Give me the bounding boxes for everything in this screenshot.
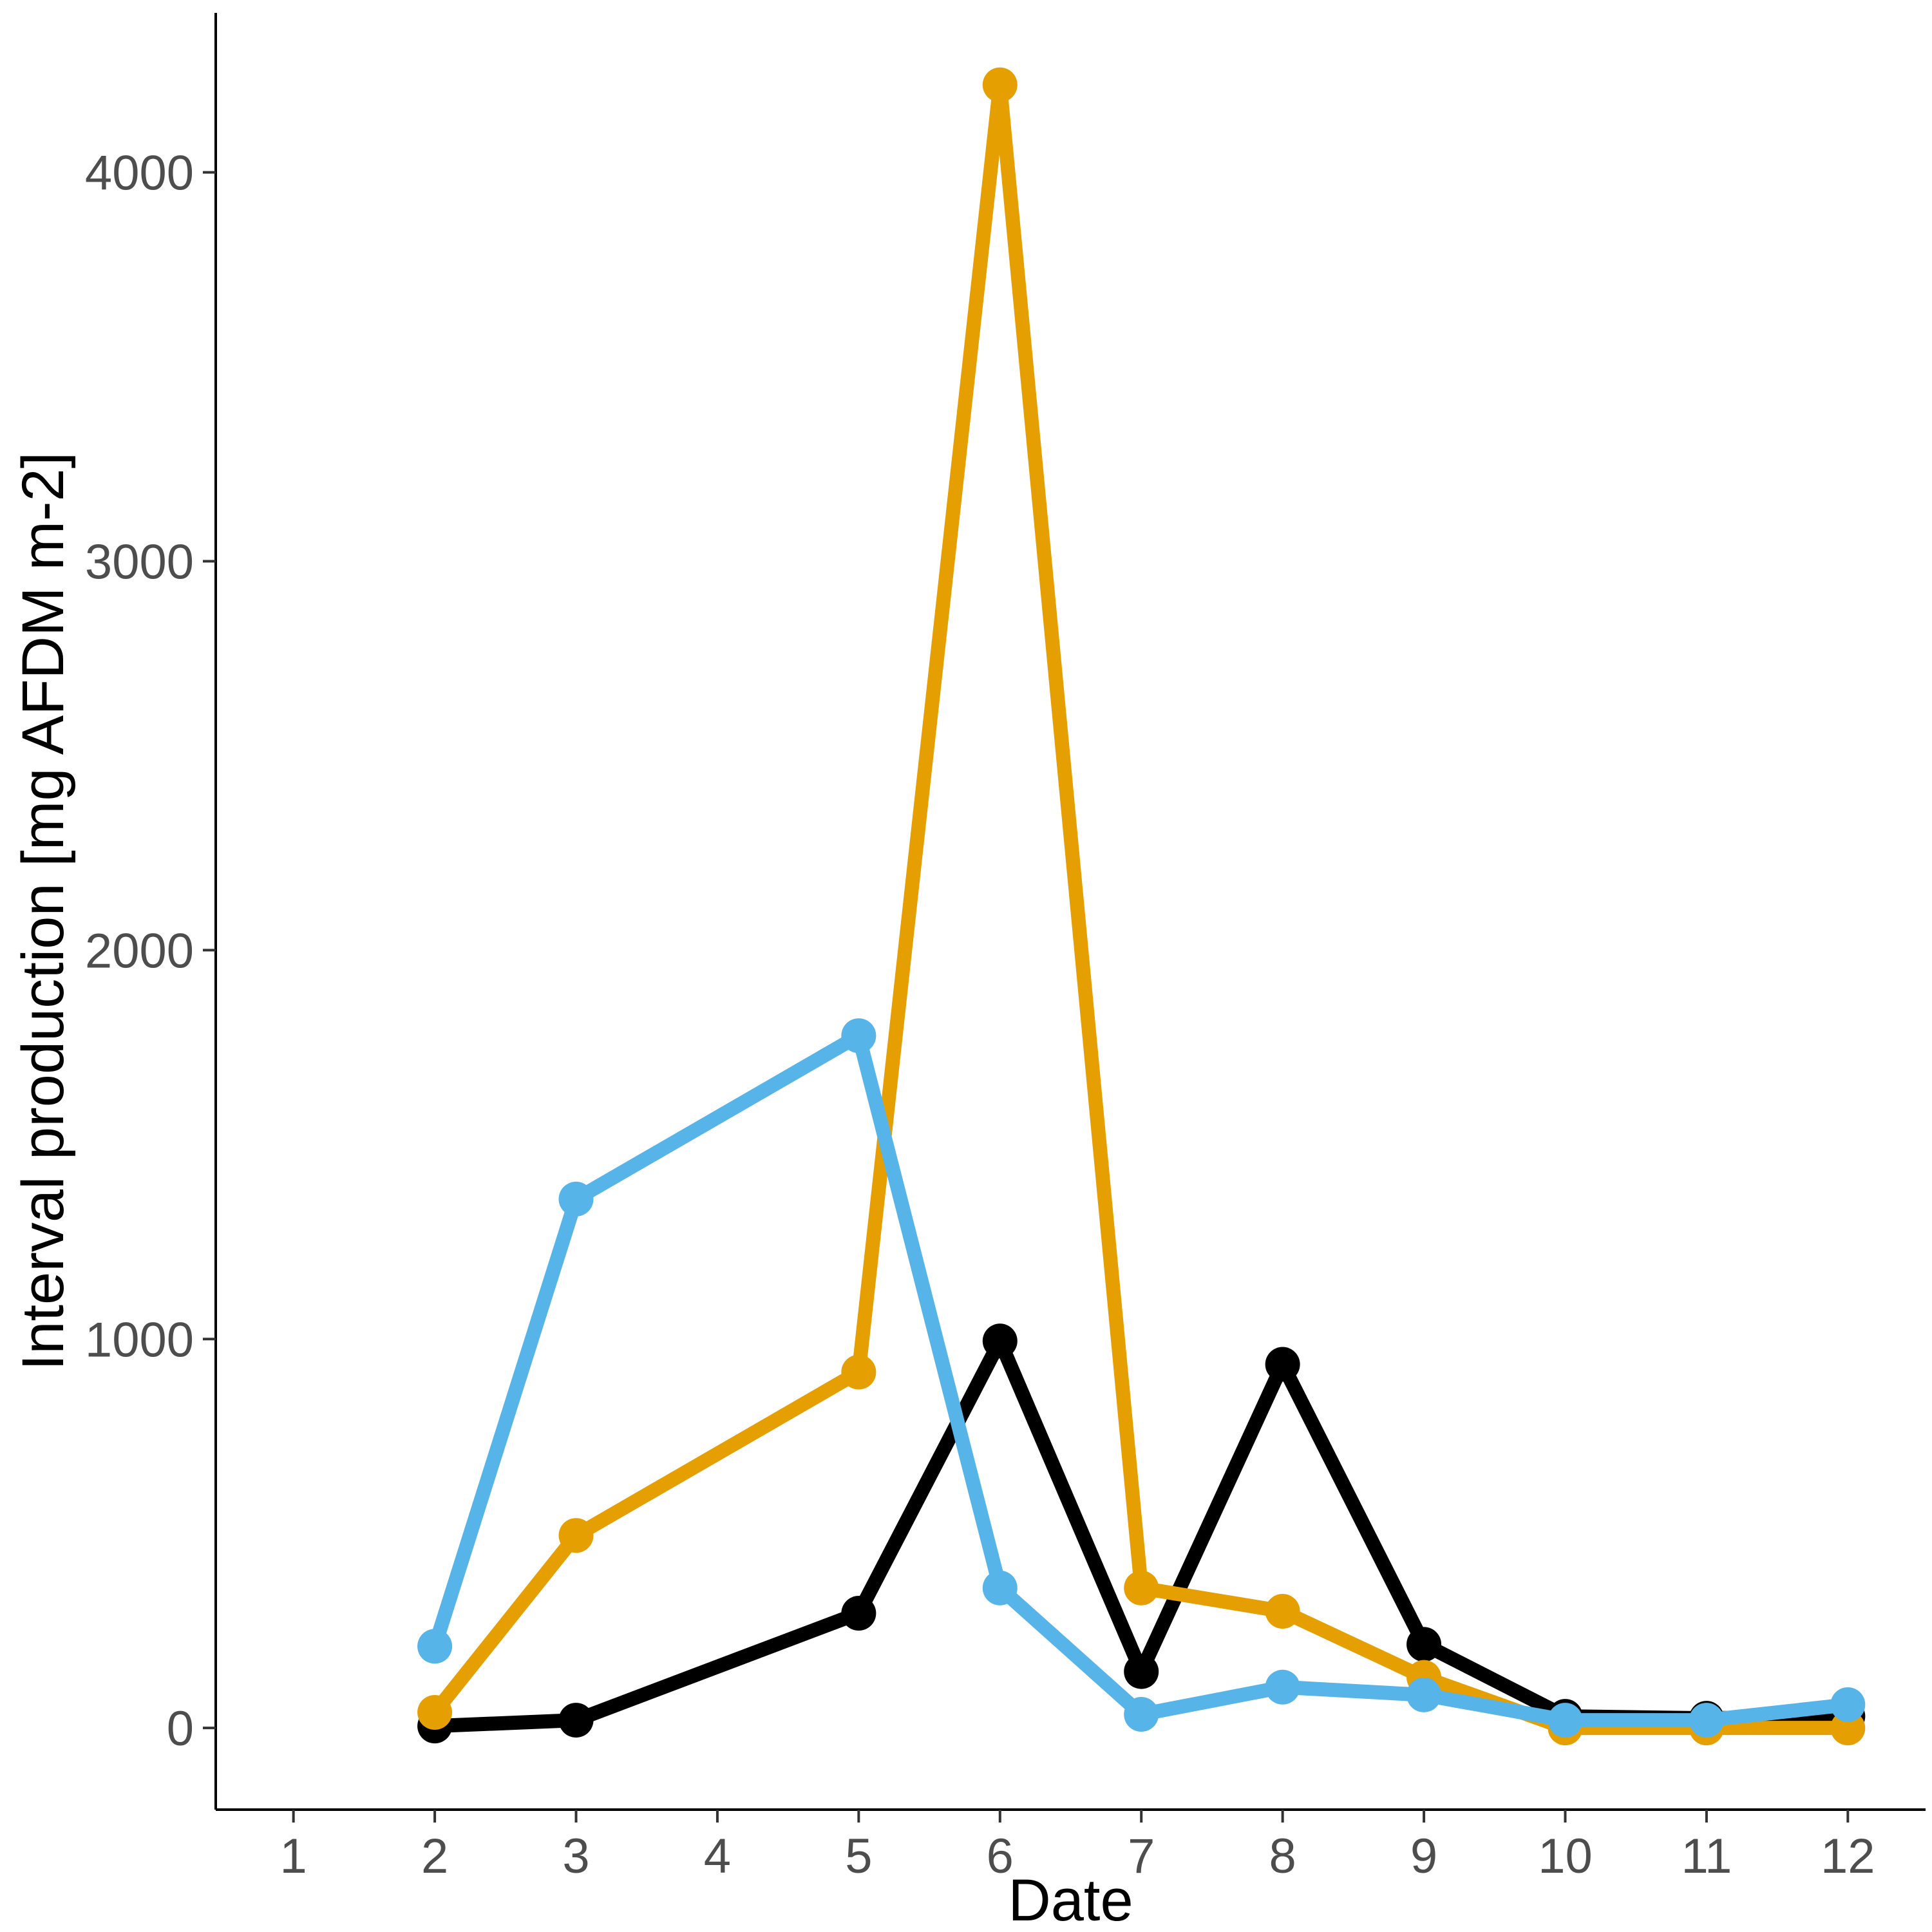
x-tick-label: 3 [562,1829,589,1884]
y-tick-label: 3000 [85,535,194,589]
y-tick-label: 4000 [85,146,194,201]
data-point [1689,1703,1724,1738]
data-point [558,1181,594,1217]
y-axis-title: Interval production [mg AFDM m-2] [10,452,76,1371]
x-axis-title: Date [1008,1868,1133,1932]
series-2 [417,67,1866,1746]
data-point [417,1629,453,1664]
data-point [1124,1654,1159,1689]
data-point [982,1323,1018,1359]
x-tick-label: 6 [987,1829,1014,1884]
data-point [1830,1687,1866,1722]
x-tick-label: 9 [1410,1829,1437,1884]
data-point [982,67,1018,102]
y-tick-label: 1000 [85,1312,194,1367]
x-tick-label: 5 [845,1829,872,1884]
data-point [1124,1697,1159,1732]
data-point [982,1570,1018,1605]
x-tick-label: 12 [1821,1829,1875,1884]
series-layer [417,67,1866,1746]
data-point [841,1596,876,1631]
data-point [558,1518,594,1553]
series-3 [417,1018,1866,1738]
x-tick-label: 1 [280,1829,307,1884]
data-point [1406,1677,1442,1712]
data-point [1406,1627,1442,1662]
x-tick-label: 7 [1128,1829,1155,1884]
x-tick-label: 10 [1538,1829,1593,1884]
data-point [1124,1570,1159,1605]
data-point [1265,1594,1300,1629]
series-line [428,1028,1855,1728]
y-tick-label: 2000 [85,923,194,978]
data-point [558,1703,594,1738]
data-point [1265,1669,1300,1705]
data-point [1548,1703,1583,1738]
x-tick-label: 8 [1269,1829,1296,1884]
data-point [417,1695,453,1730]
x-tick-label: 11 [1681,1829,1732,1884]
x-tick-label: 4 [704,1829,731,1884]
data-point [841,1018,876,1054]
y-tick-label: 0 [167,1701,194,1756]
series-line [428,77,1855,1736]
x-tick-label: 2 [421,1829,448,1884]
data-point [1265,1347,1300,1382]
data-point [841,1354,876,1390]
